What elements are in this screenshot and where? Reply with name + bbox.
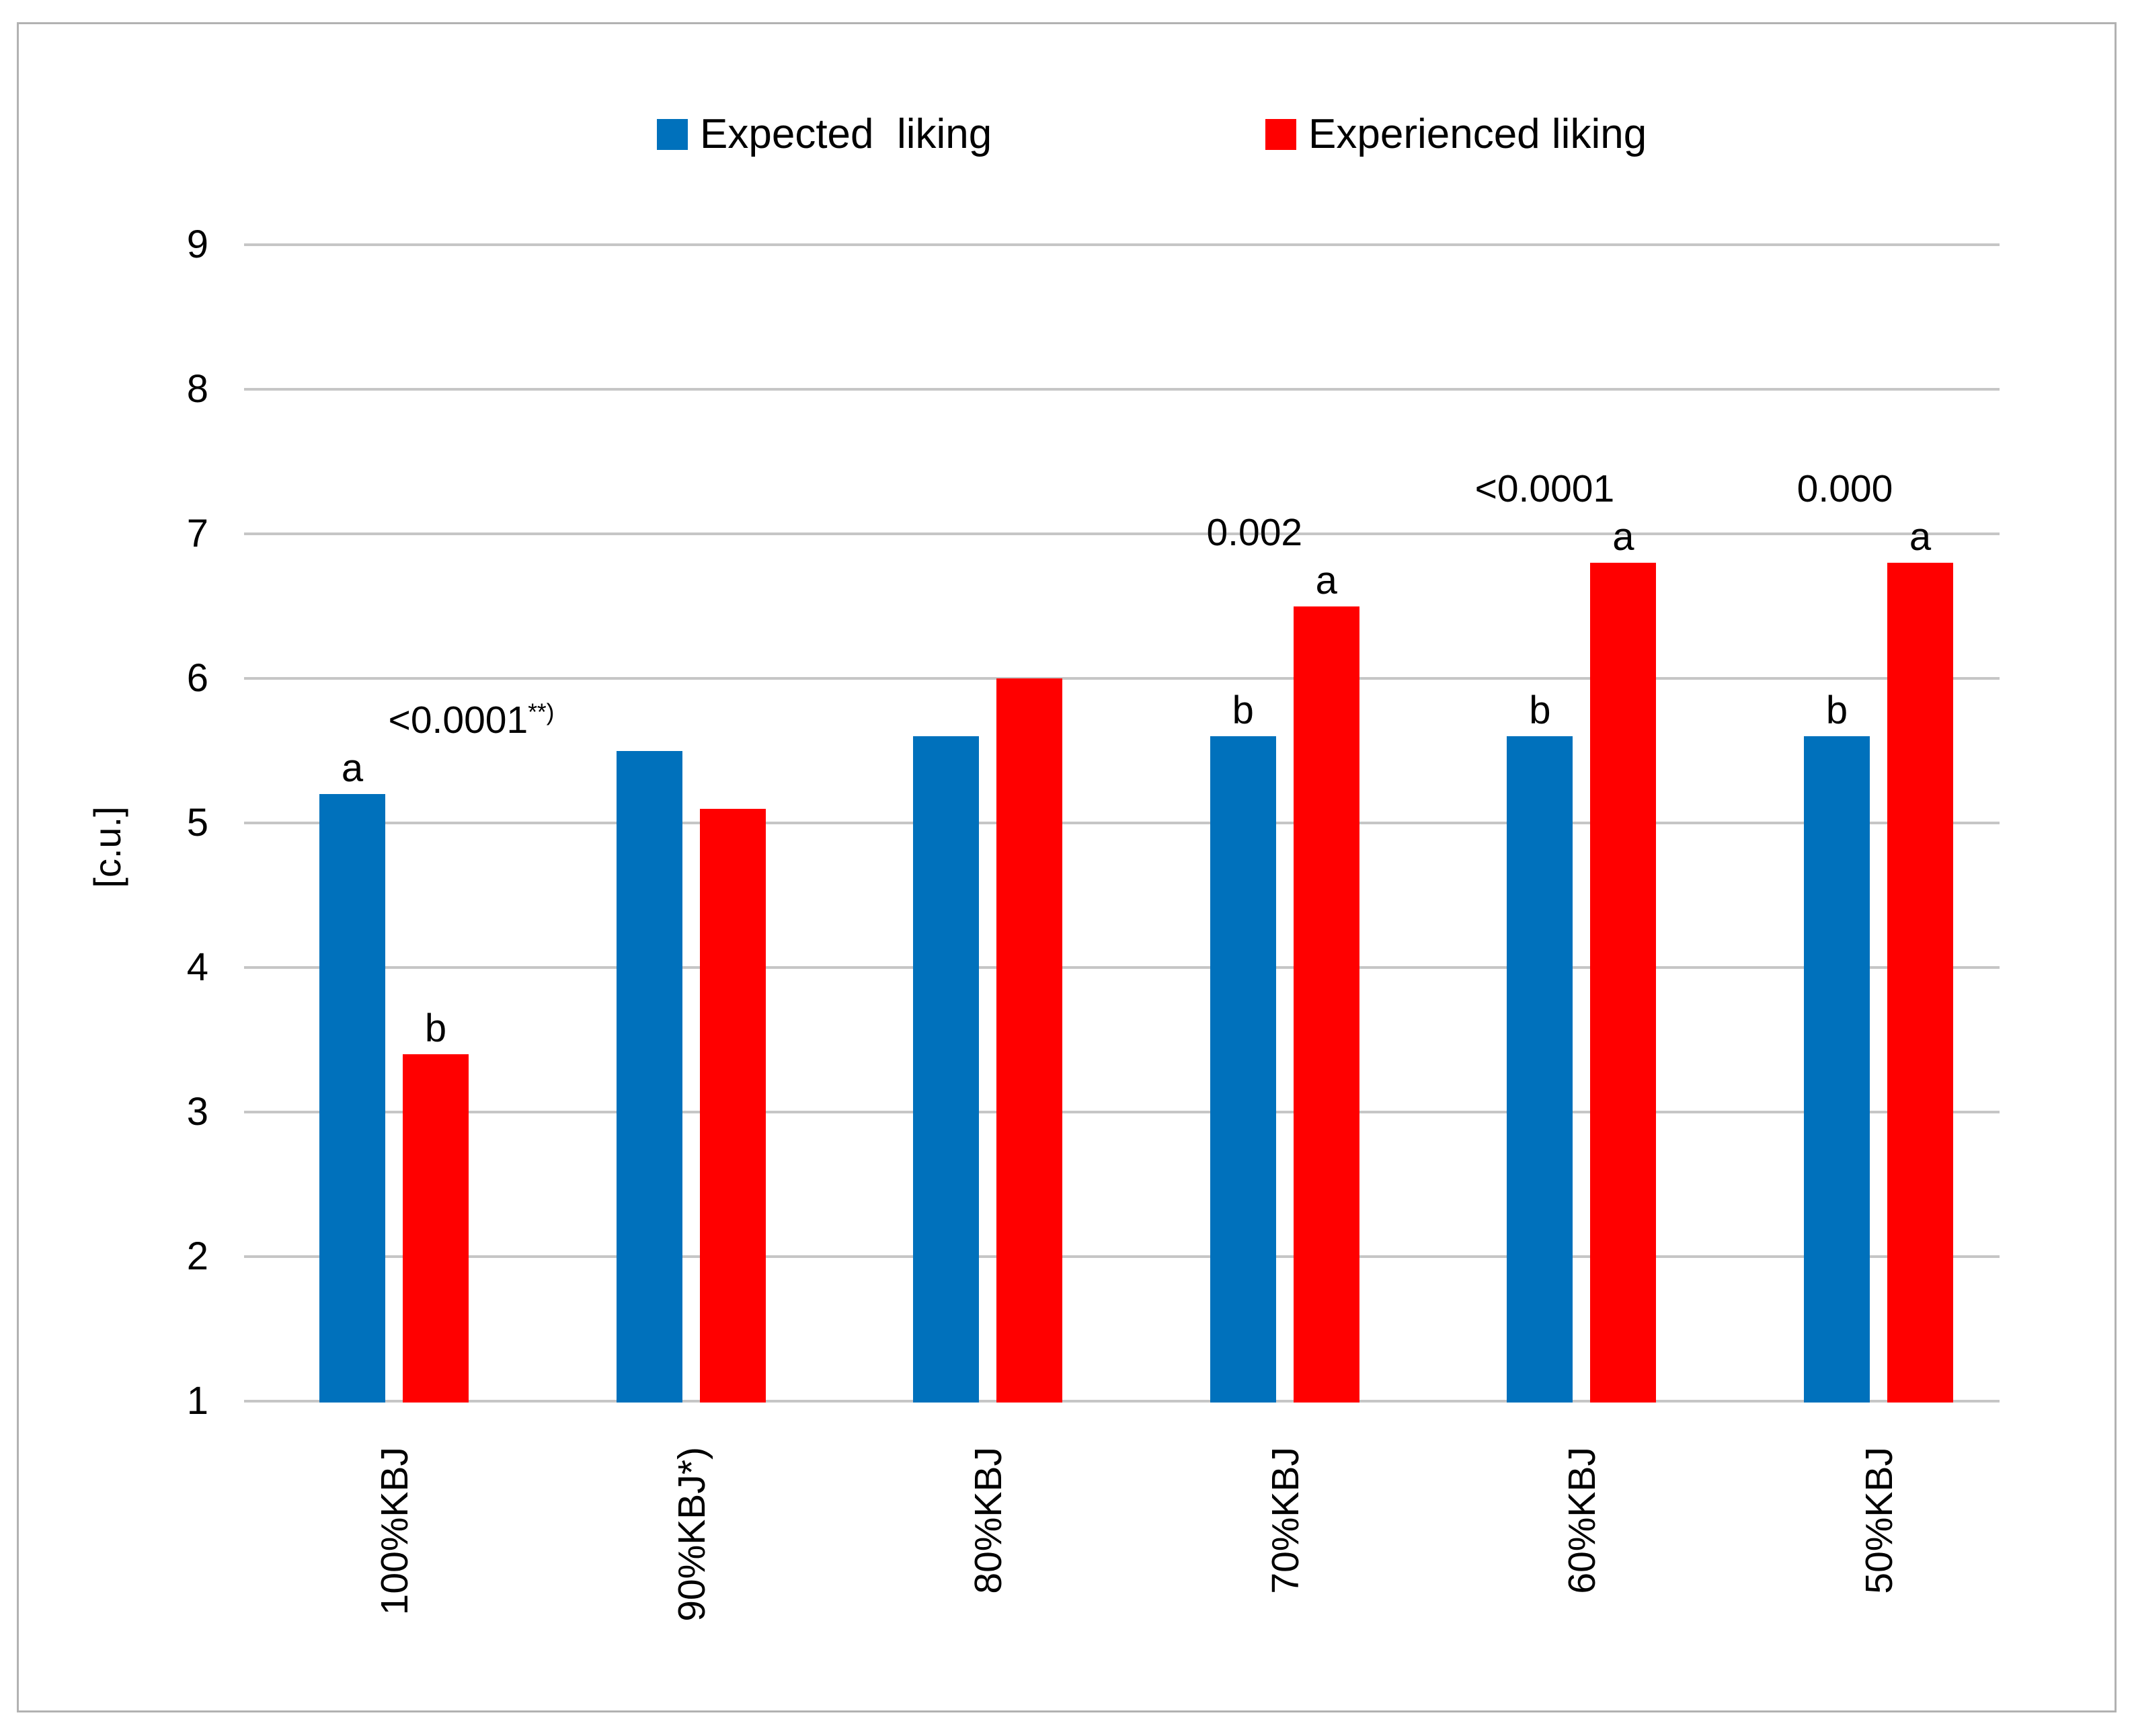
x-axis-label: 90%KBJ*) [670,1447,846,1622]
p-value-label: <0.0001**) [236,699,707,747]
significance-letter-expected: a [341,746,364,790]
gridline [244,1111,2000,1113]
legend-swatch-expected-icon [657,119,688,150]
gridline [244,822,2000,824]
p-value-text: 0.000 [1797,467,1893,510]
legend-swatch-experienced-icon [1265,119,1296,150]
significance-letter-expected: b [1529,688,1551,732]
significance-letter-experienced: a [1315,558,1337,602]
p-value-label: 0.002 [1019,511,1490,554]
bar-expected [1507,736,1573,1403]
y-tick-label: 8 [186,367,208,411]
y-tick-label: 5 [186,801,208,844]
x-axis-label-text: 60%KBJ [1561,1447,1604,1594]
y-tick-label: 4 [186,945,208,989]
gridline [244,388,2000,391]
bar-expected [319,794,385,1403]
y-tick-label: 3 [186,1090,208,1134]
x-axis-label: 100%KBJ [373,1447,542,1615]
x-axis-label-text: 50%KBJ [1858,1447,1901,1594]
gridline [244,1255,2000,1258]
bar-experienced [1590,563,1657,1403]
significance-letter-experienced: a [1612,515,1634,559]
gridline [244,966,2000,969]
x-axis-label: 50%KBJ [1858,1447,2006,1594]
y-tick-label: 9 [186,223,208,266]
bar-expected [1210,736,1276,1403]
significance-letter-expected: b [1232,688,1254,732]
y-tick-label: 6 [186,656,208,700]
bar-experienced [699,808,766,1403]
bar-experienced [1887,563,1953,1403]
gridline [244,243,2000,246]
y-tick-label: 7 [186,512,208,555]
x-axis-label: 70%KBJ [1264,1447,1412,1594]
legend-label-experienced: Experienced liking [1308,111,1647,157]
legend-item-experienced: Experienced liking [1265,113,1647,156]
legend-label-expected: Expected liking [700,111,992,157]
bar-expected [913,736,980,1403]
p-value-superscript: **) [528,699,555,725]
significance-letter-experienced: b [424,1007,447,1050]
gridline [244,532,2000,535]
significance-letter-expected: b [1825,688,1848,732]
x-axis-label-text: 100%KBJ [373,1447,416,1616]
bar-experienced [996,678,1063,1403]
x-axis-label-text: 70%KBJ [1263,1447,1307,1594]
x-axis-label: 60%KBJ [1561,1447,1708,1594]
x-axis-label: 80%KBJ [967,1447,1115,1594]
x-axis-label-text: 80%KBJ [967,1447,1011,1594]
bar-expected [1804,736,1870,1403]
p-value-label: 0.000 [1610,467,2080,510]
gridline [244,677,2000,680]
significance-letter-experienced: a [1909,515,1932,559]
legend-item-expected: Expected liking [657,113,992,156]
gridline [244,1400,2000,1403]
p-value-text: 0.002 [1206,510,1303,554]
p-value-text: <0.0001 [1474,467,1615,510]
y-tick-label: 1 [186,1379,208,1423]
y-tick-label: 2 [186,1234,208,1278]
x-axis-label-text: 90%KBJ*) [670,1447,713,1622]
bar-experienced [1293,606,1359,1403]
bar-experienced [403,1054,469,1403]
p-value-label: <0.0001 [1309,467,1780,510]
p-value-text: <0.0001 [388,699,528,742]
bar-expected [616,750,682,1403]
